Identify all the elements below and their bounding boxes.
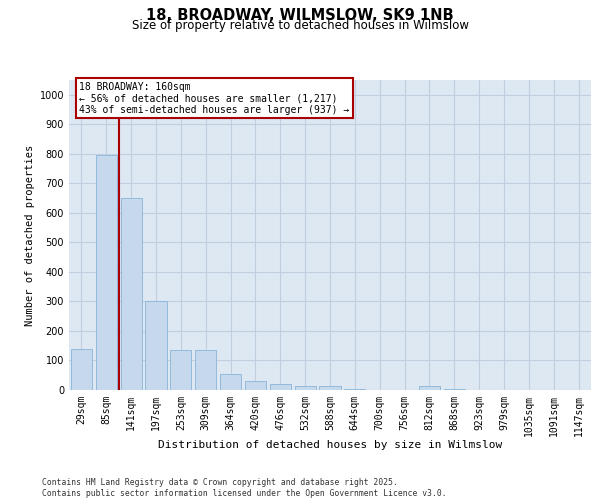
Bar (170, 350, 191, 390)
Bar (220, 374, 241, 390)
Y-axis label: Number of detached properties: Number of detached properties (25, 144, 35, 326)
Bar (121, 198, 142, 390)
X-axis label: Distribution of detached houses by size in Wilmslow: Distribution of detached houses by size … (158, 440, 502, 450)
Text: 18 BROADWAY: 160sqm
← 56% of detached houses are smaller (1,217)
43% of semi-det: 18 BROADWAY: 160sqm ← 56% of detached ho… (79, 82, 350, 115)
Bar (319, 386, 341, 390)
Bar (419, 386, 440, 390)
Text: Contains HM Land Registry data © Crown copyright and database right 2025.
Contai: Contains HM Land Registry data © Crown c… (42, 478, 446, 498)
Bar (270, 384, 291, 390)
Bar (145, 302, 167, 390)
Bar (96, 156, 117, 390)
Bar (245, 381, 266, 390)
Bar (71, 348, 92, 390)
Text: 18, BROADWAY, WILMSLOW, SK9 1NB: 18, BROADWAY, WILMSLOW, SK9 1NB (146, 8, 454, 22)
Bar (344, 388, 365, 390)
Bar (295, 386, 316, 390)
Bar (195, 350, 216, 390)
Text: Size of property relative to detached houses in Wilmslow: Size of property relative to detached ho… (131, 19, 469, 32)
Bar (444, 388, 465, 390)
